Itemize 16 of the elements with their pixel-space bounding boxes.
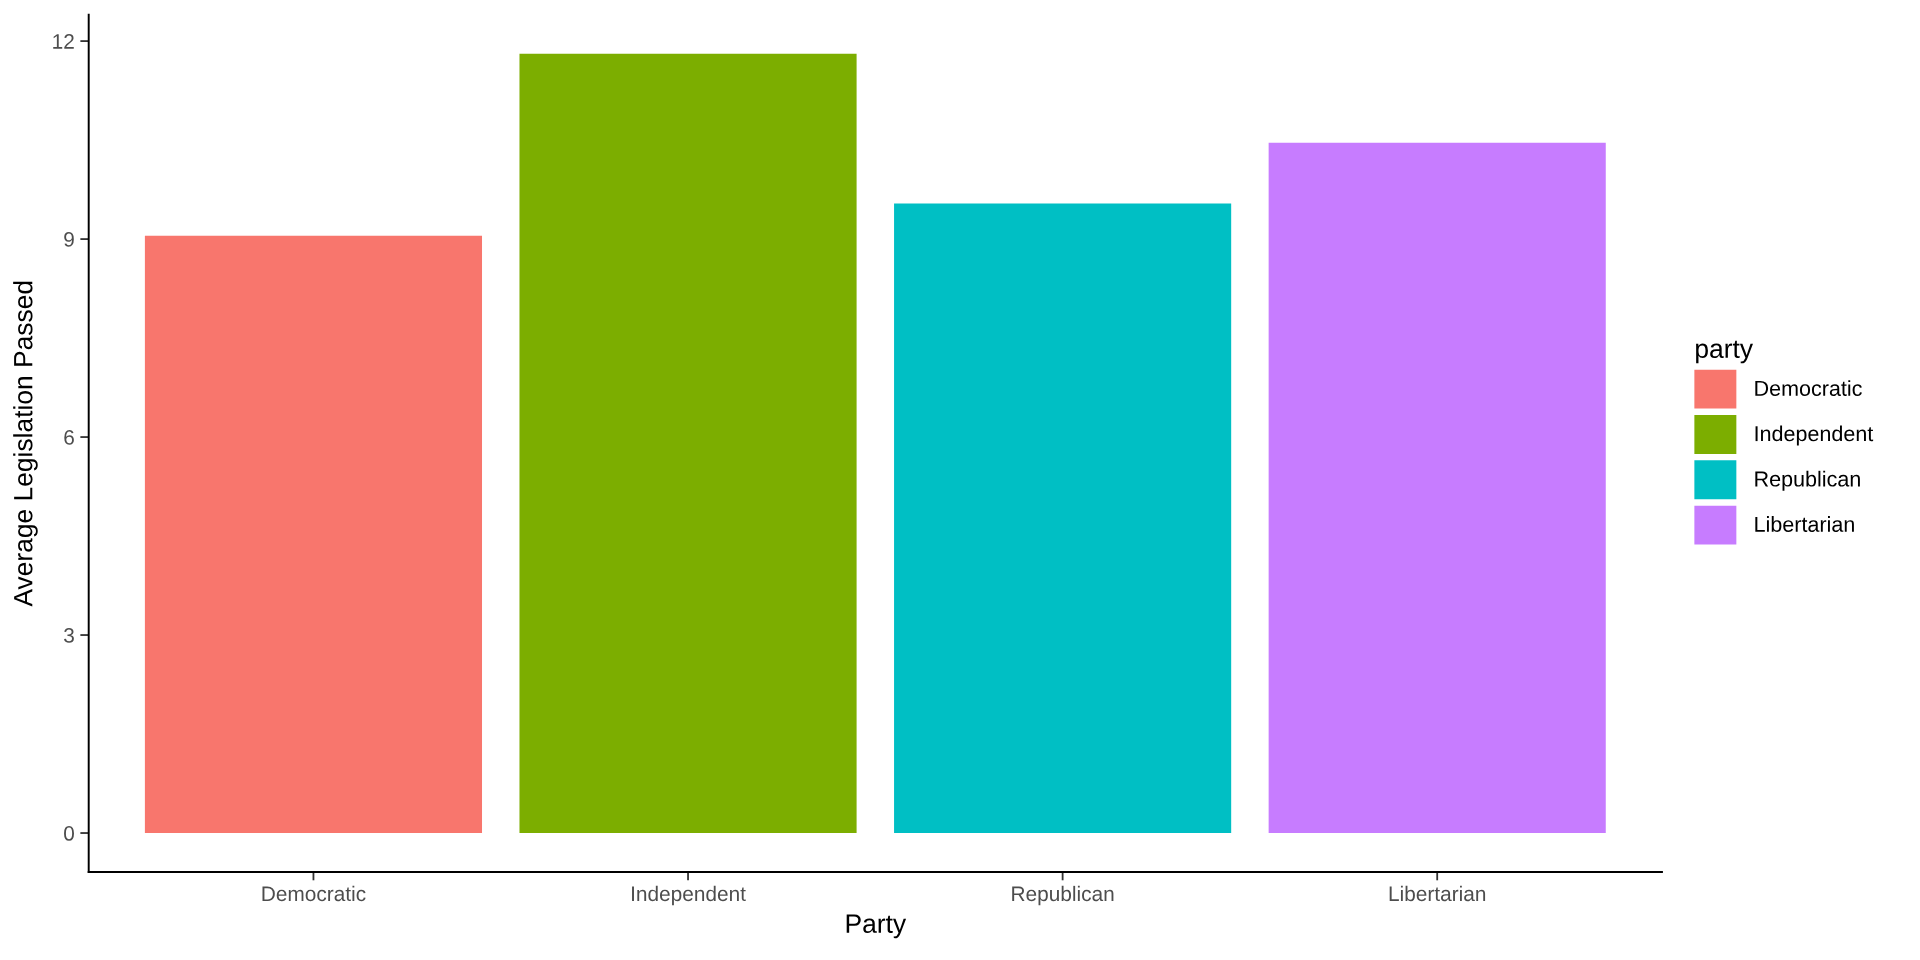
x-tick-label: Democratic <box>262 885 366 902</box>
y-tick-label: 6 <box>64 430 74 445</box>
y-axis-title: Average Legislation Passed <box>13 281 38 607</box>
y-tick-label: 12 <box>53 34 74 49</box>
y-tick-label: 0 <box>64 826 74 841</box>
x-axis-title: Party <box>846 914 907 939</box>
x-tick-label: Republican <box>1012 885 1114 906</box>
legend-title: party <box>1696 340 1753 364</box>
y-tick-label: 3 <box>64 628 74 643</box>
x-tick-label: Independent <box>632 885 746 906</box>
legend-label: Independent <box>1755 425 1874 446</box>
x-tick-label: Libertarian <box>1389 885 1486 902</box>
legend-label: Democratic <box>1755 380 1862 396</box>
y-tick-label: 9 <box>64 232 74 247</box>
legend-label: Republican <box>1755 470 1860 491</box>
legend-label: Libertarian <box>1755 516 1854 532</box>
